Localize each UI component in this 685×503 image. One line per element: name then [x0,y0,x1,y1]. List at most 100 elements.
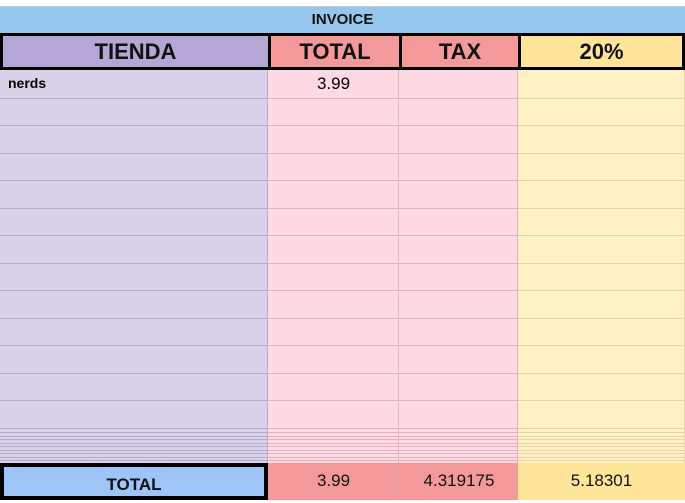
row-gridline [0,263,268,264]
row-gridline [518,432,685,433]
row-gridline [518,436,685,437]
row-gridline [0,457,268,458]
row-gridline [0,235,268,236]
row-gridline [399,235,518,236]
row-gridline [399,443,518,444]
cell-tax[interactable] [399,70,518,97]
totals-tax[interactable]: 4.319175 [399,463,518,500]
row-gridline [518,457,685,458]
row-gridline [518,125,685,126]
row-gridline [518,263,685,264]
row-gridline [518,400,685,401]
row-gridline [399,453,518,454]
row-gridline [0,318,268,319]
row-gridline [0,432,268,433]
row-gridline [268,443,399,444]
row-gridline [518,428,685,429]
row-gridline [268,432,399,433]
row-gridline [268,457,399,458]
row-gridline [518,98,685,99]
row-gridline [399,457,518,458]
row-gridline [268,263,399,264]
header-20-percent[interactable]: 20% [518,33,685,70]
row-gridline [399,450,518,451]
row-gridline [268,208,399,209]
row-gridline [399,373,518,374]
header-tienda[interactable]: TIENDA [0,33,271,70]
row-gridline [0,208,268,209]
row-gridline [268,98,399,99]
row-gridline [518,318,685,319]
column-total [268,70,399,463]
row-gridline [0,290,268,291]
row-gridline [0,373,268,374]
column-tax [399,70,518,463]
row-gridline [518,450,685,451]
totals-label[interactable]: TOTAL [0,463,268,500]
row-gridline [268,235,399,236]
row-gridline [518,446,685,447]
row-gridline [0,180,268,181]
top-row-strip [0,0,685,7]
cell-tienda[interactable]: nerds [8,75,47,91]
row-gridline [399,446,518,447]
row-gridline [268,460,399,461]
row-gridline [0,439,268,440]
row-gridline [399,400,518,401]
header-tax[interactable]: TAX [399,33,521,70]
row-gridline [399,290,518,291]
row-gridline [399,345,518,346]
row-gridline [0,125,268,126]
row-gridline [518,460,685,461]
totals-total[interactable]: 3.99 [268,463,399,500]
row-gridline [399,153,518,154]
row-gridline [268,453,399,454]
invoice-title[interactable]: INVOICE [0,7,685,33]
row-gridline [0,345,268,346]
row-gridline [268,125,399,126]
row-gridline [268,400,399,401]
row-gridline [0,450,268,451]
row-gridline [399,208,518,209]
row-gridline [0,98,268,99]
row-gridline [268,450,399,451]
row-gridline [518,153,685,154]
row-gridline [518,439,685,440]
row-gridline [268,290,399,291]
cell-pct[interactable] [518,70,685,97]
row-gridline [399,318,518,319]
row-gridline [0,446,268,447]
row-gridline [0,443,268,444]
row-gridline [399,439,518,440]
row-gridline [399,180,518,181]
row-gridline [518,443,685,444]
row-gridline [518,290,685,291]
row-gridline [399,432,518,433]
row-gridline [268,180,399,181]
header-total[interactable]: TOTAL [268,33,402,70]
cell-total[interactable]: 3.99 [316,74,351,93]
row-gridline [268,373,399,374]
column-tienda [0,70,268,463]
row-gridline [399,436,518,437]
row-gridline [268,345,399,346]
row-gridline [268,153,399,154]
totals-20-percent[interactable]: 5.18301 [518,463,685,500]
row-gridline [518,180,685,181]
row-gridline [518,208,685,209]
row-gridline [0,153,268,154]
row-gridline [268,436,399,437]
row-gridline [0,428,268,429]
row-gridline [399,98,518,99]
row-gridline [399,460,518,461]
row-gridline [399,125,518,126]
row-gridline [518,453,685,454]
row-gridline [0,453,268,454]
row-gridline [0,400,268,401]
row-gridline [518,235,685,236]
row-gridline [268,439,399,440]
row-gridline [0,460,268,461]
row-gridline [518,373,685,374]
row-gridline [268,428,399,429]
row-gridline [268,446,399,447]
